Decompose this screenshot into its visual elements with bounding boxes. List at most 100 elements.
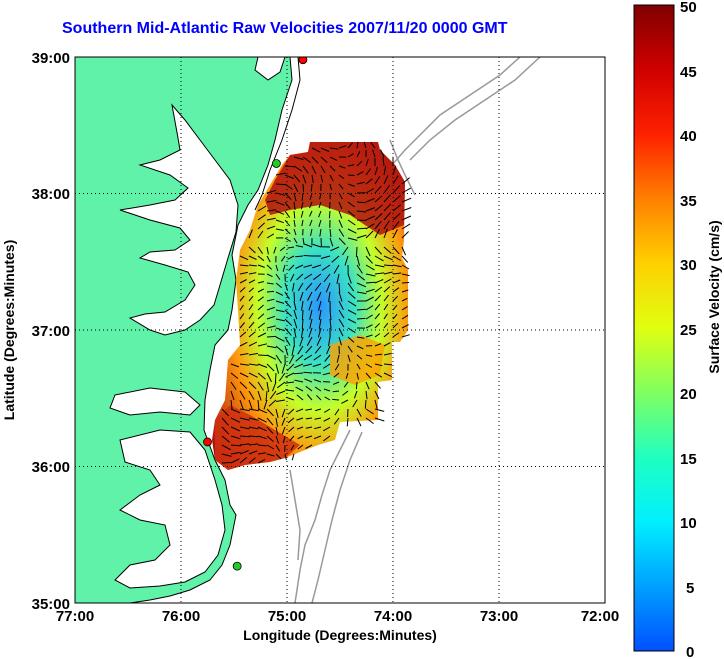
colorbar-tick-label: 30 bbox=[680, 257, 697, 274]
velocity-arrow bbox=[356, 363, 361, 370]
velocity-arrow bbox=[347, 318, 357, 324]
velocity-arrow bbox=[239, 331, 247, 338]
velocity-arrow bbox=[365, 381, 370, 390]
velocity-arrow bbox=[275, 345, 284, 353]
y-tick-label: 38:00 bbox=[32, 186, 70, 203]
velocity-arrow bbox=[239, 363, 249, 366]
velocity-arrow bbox=[266, 381, 270, 392]
velocity-arrow bbox=[347, 174, 355, 176]
velocity-arrow bbox=[365, 314, 373, 320]
velocity-arrow bbox=[221, 435, 231, 443]
velocity-arrow bbox=[266, 453, 275, 457]
velocity-arrow bbox=[275, 309, 285, 313]
velocity-arrow bbox=[383, 303, 389, 311]
velocity-arrow bbox=[323, 363, 331, 369]
velocity-arrow bbox=[374, 246, 383, 255]
colorbar-tick-label: 45 bbox=[680, 64, 697, 81]
velocity-arrow bbox=[230, 435, 241, 440]
velocity-arrow bbox=[297, 345, 304, 355]
velocity-arrow bbox=[356, 282, 367, 288]
velocity-arrow bbox=[305, 435, 313, 439]
velocity-arrow bbox=[257, 205, 267, 212]
velocity-arrow bbox=[312, 243, 322, 248]
velocity-arrow bbox=[392, 295, 399, 302]
colorbar-tick-label: 15 bbox=[680, 451, 697, 468]
velocity-arrow bbox=[383, 271, 393, 275]
velocity-arrow bbox=[275, 201, 285, 206]
velocity-arrow bbox=[257, 304, 264, 311]
velocity-arrow bbox=[313, 273, 322, 281]
velocity-arrow bbox=[347, 201, 355, 208]
velocity-arrow bbox=[320, 165, 326, 174]
velocity-arrow bbox=[338, 165, 346, 169]
velocity-arrow bbox=[266, 189, 277, 194]
colorbar-tick-label: 5 bbox=[686, 580, 694, 597]
velocity-arrow bbox=[301, 309, 304, 320]
velocity-arrow bbox=[266, 335, 277, 338]
velocity-arrow bbox=[257, 264, 265, 268]
velocity-arrow bbox=[293, 192, 297, 202]
velocity-arrow bbox=[374, 264, 385, 268]
x-tick-label: 76:00 bbox=[162, 608, 200, 625]
velocity-arrow bbox=[383, 322, 389, 329]
velocity-arrow bbox=[293, 165, 303, 172]
velocity-arrow bbox=[401, 207, 412, 212]
velocity-arrow bbox=[365, 178, 373, 185]
colorbar-label: Surface Velocity (cm/s) bbox=[706, 220, 722, 373]
velocity-arrow bbox=[374, 279, 384, 284]
velocity-arrow bbox=[239, 399, 244, 410]
velocity-arrow bbox=[312, 264, 322, 269]
velocity-arrow bbox=[401, 255, 409, 263]
pamlico-sound bbox=[114, 429, 226, 589]
velocity-arrow bbox=[248, 331, 256, 338]
velocity-arrow bbox=[257, 354, 268, 356]
velocity-arrow bbox=[356, 408, 362, 417]
velocity-arrow bbox=[392, 313, 398, 320]
velocity-arrow bbox=[275, 183, 286, 186]
velocity-arrow bbox=[356, 151, 361, 158]
velocity-arrow bbox=[383, 175, 389, 185]
velocity-arrow bbox=[239, 255, 249, 261]
velocity-arrow bbox=[338, 327, 344, 337]
velocity-arrow bbox=[307, 291, 313, 301]
velocity-arrow bbox=[328, 210, 331, 219]
velocity-arrow bbox=[347, 300, 357, 307]
velocity-arrow bbox=[364, 399, 367, 409]
velocity-arrow bbox=[266, 273, 273, 278]
velocity-arrow bbox=[257, 246, 264, 254]
velocity-arrow bbox=[365, 288, 375, 293]
radar-station-marker bbox=[271, 159, 281, 168]
velocity-arrow bbox=[365, 246, 371, 257]
velocity-arrow bbox=[347, 282, 355, 292]
velocity-arrow bbox=[299, 336, 304, 347]
velocity-arrow bbox=[356, 291, 367, 295]
velocity-arrow bbox=[365, 390, 368, 400]
velocity-arrow bbox=[288, 354, 295, 365]
velocity-arrow bbox=[248, 304, 254, 311]
velocity-arrow bbox=[300, 210, 304, 218]
velocity-arrow bbox=[401, 282, 410, 284]
velocity-arrow bbox=[392, 175, 399, 185]
velocity-arrow bbox=[338, 183, 344, 190]
velocity-arrow bbox=[239, 271, 248, 275]
x-tick-label: 77:00 bbox=[56, 608, 94, 625]
velocity-arrow bbox=[266, 372, 272, 383]
velocity-arrow bbox=[248, 295, 254, 302]
velocity-arrow bbox=[305, 385, 313, 392]
velocity-arrow bbox=[230, 390, 235, 401]
radar-station-marker bbox=[298, 57, 308, 65]
velocity-arrow bbox=[392, 304, 398, 311]
velocity-arrow bbox=[383, 363, 393, 366]
velocity-arrow bbox=[305, 345, 313, 354]
velocity-arrow bbox=[305, 408, 313, 411]
velocity-arrow bbox=[293, 237, 298, 244]
velocity-arrow bbox=[347, 309, 357, 315]
velocity-arrow bbox=[338, 210, 343, 219]
velocity-arrow bbox=[275, 444, 281, 452]
velocity-arrow bbox=[356, 219, 367, 221]
velocity-arrow bbox=[266, 345, 277, 349]
velocity-arrow bbox=[295, 245, 304, 248]
velocity-arrow bbox=[284, 201, 291, 210]
velocity-arrow bbox=[303, 363, 313, 367]
